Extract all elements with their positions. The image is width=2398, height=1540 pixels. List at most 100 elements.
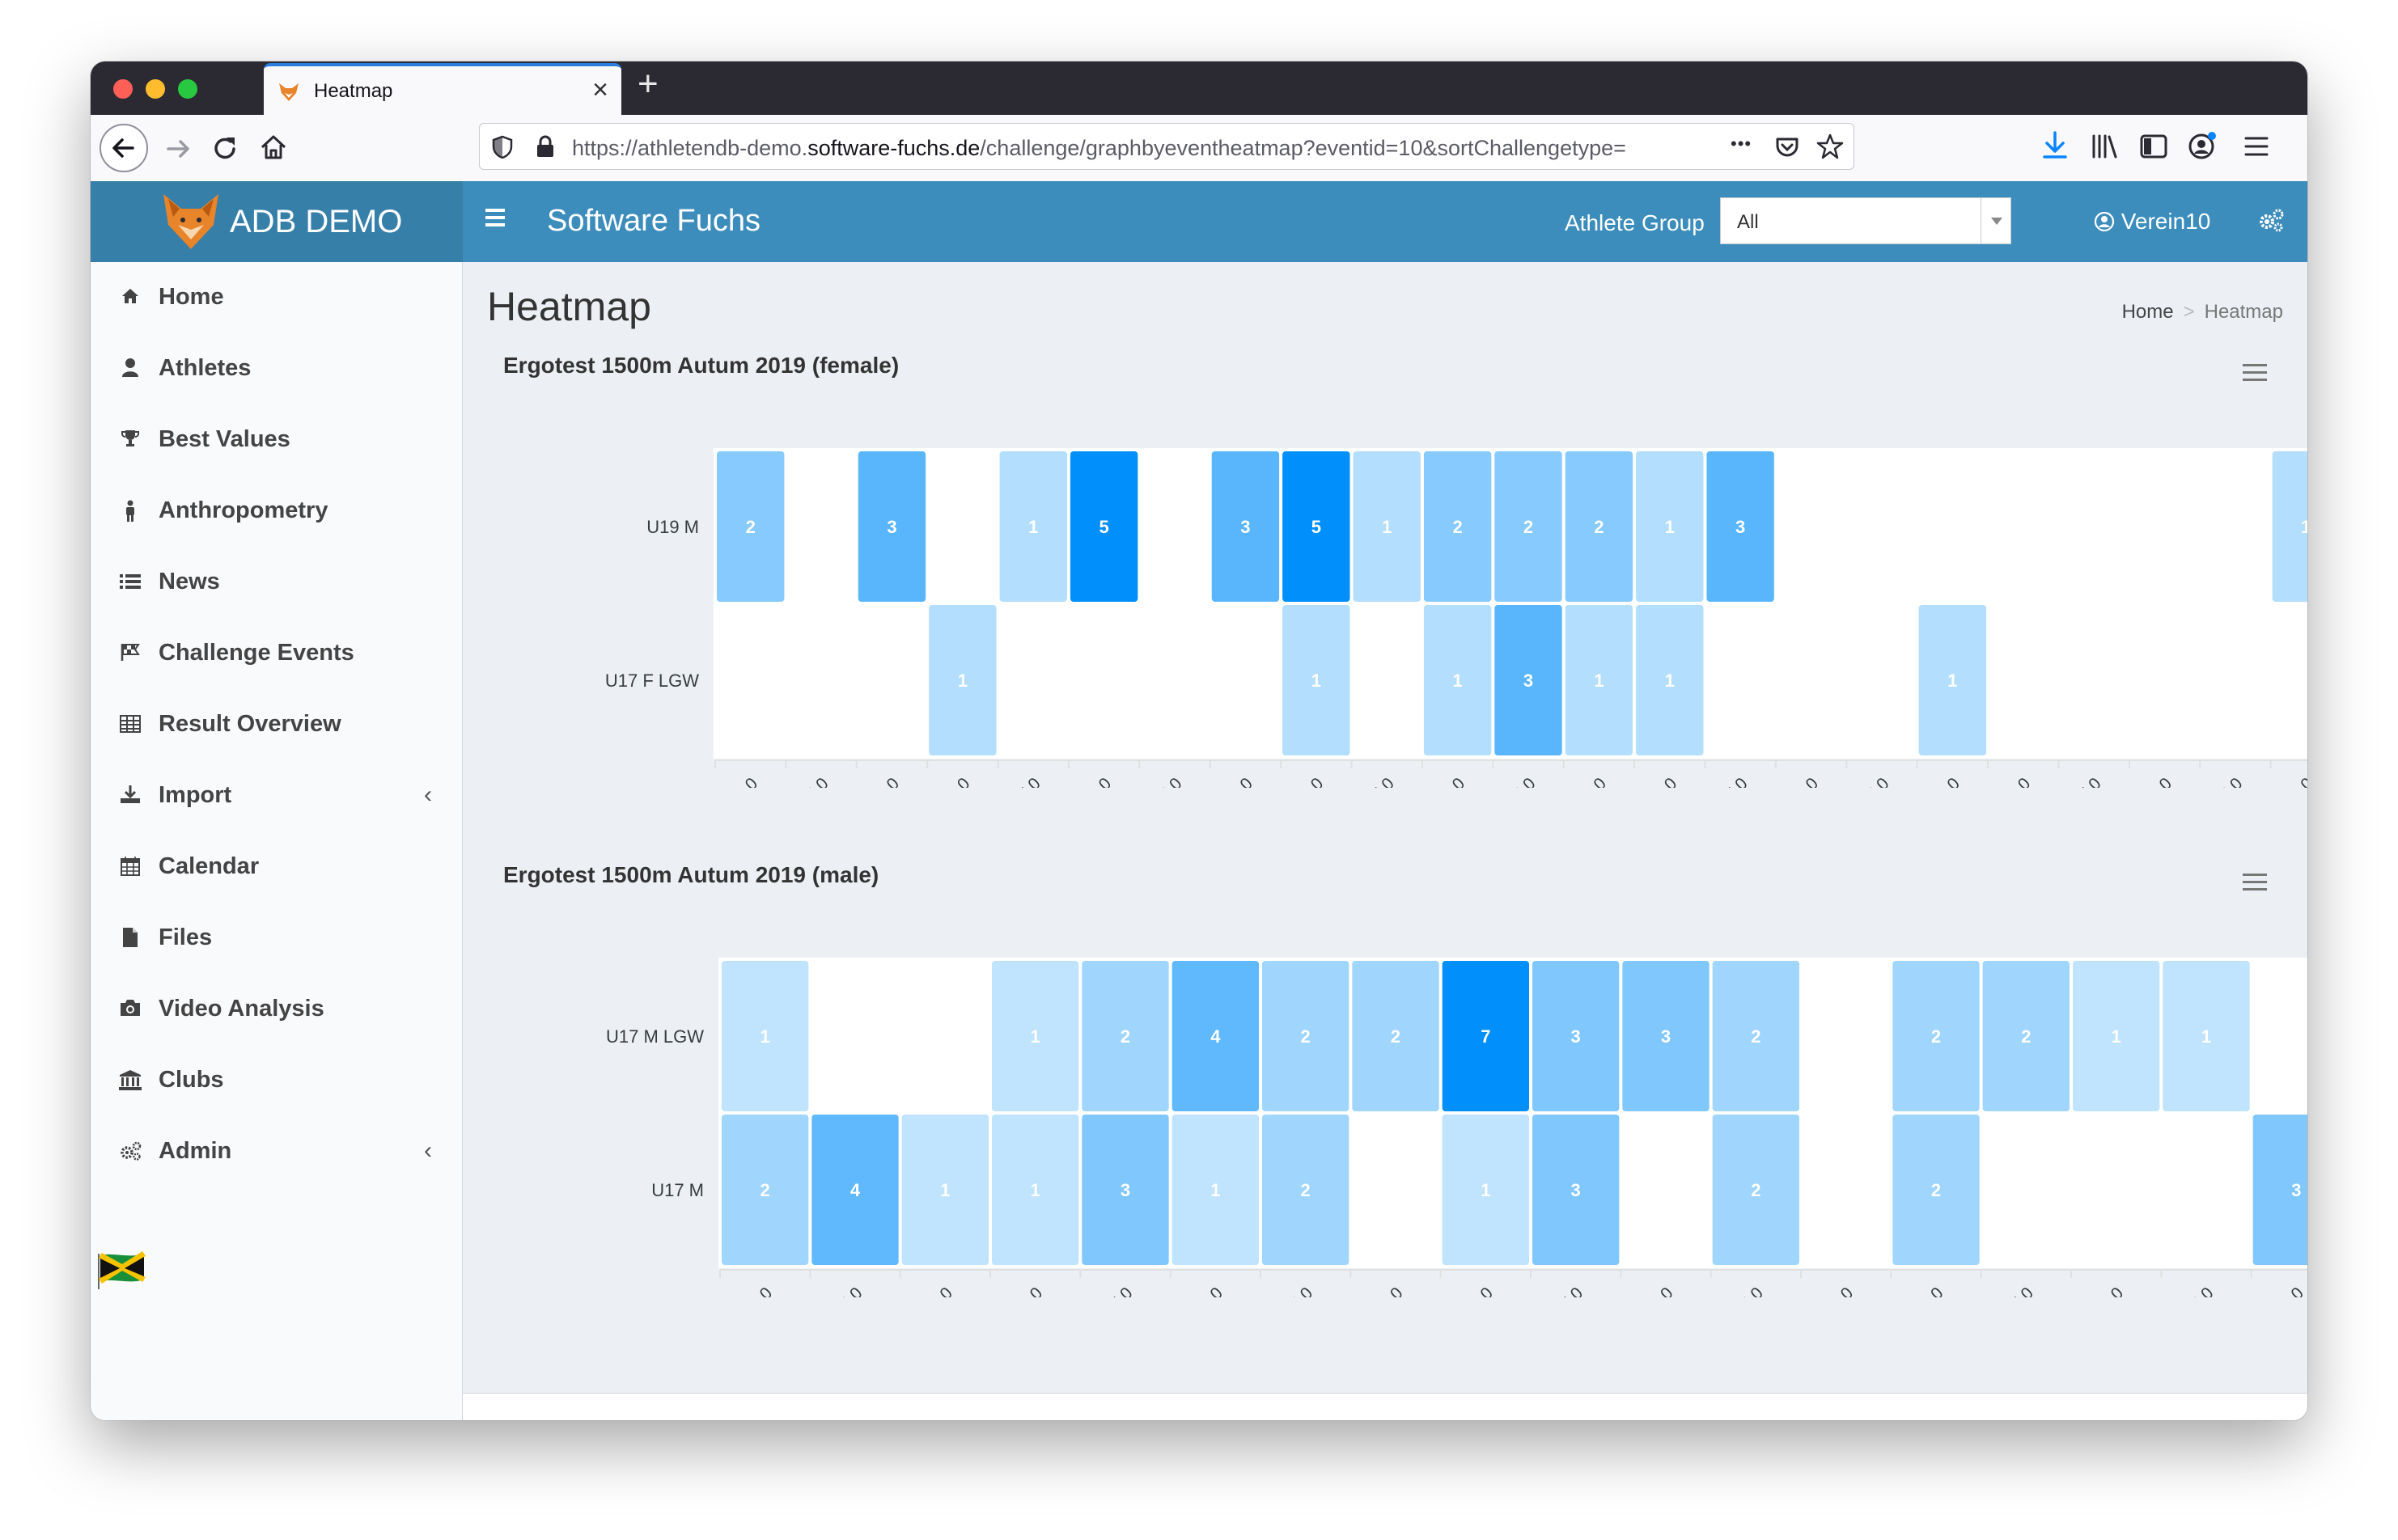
sidebar-toggle-button[interactable] (485, 209, 505, 226)
close-tab-icon[interactable]: × (592, 74, 608, 105)
sidebar-item-best-values[interactable]: Best Values (91, 404, 463, 476)
heatmap-cell[interactable] (1918, 605, 1987, 755)
heatmap-cell[interactable] (1141, 451, 1209, 602)
heatmap-cell[interactable] (1636, 605, 1704, 755)
heatmap-cell[interactable] (1565, 605, 1633, 755)
heatmap-cell[interactable] (2073, 1115, 2160, 1265)
heatmap-cell[interactable] (1494, 451, 1562, 602)
sidebar-item-calendar[interactable]: Calendar (91, 831, 463, 903)
page-actions-icon[interactable]: ••• (1731, 133, 1752, 154)
heatmap-cell[interactable] (1622, 1115, 1710, 1265)
pocket-icon[interactable] (1774, 134, 1800, 160)
heatmap-cell[interactable] (1982, 1115, 2070, 1265)
chevron-down-icon[interactable] (1981, 198, 2010, 243)
heatmap-cell[interactable] (2060, 451, 2128, 602)
sidebar-item-clubs[interactable]: Clubs (91, 1045, 463, 1116)
settings-gears-icon[interactable] (2257, 207, 2285, 233)
heatmap-cell[interactable] (787, 605, 855, 755)
downloads-icon[interactable] (2040, 129, 2070, 162)
heatmap-cell[interactable] (1622, 961, 1710, 1111)
heatmap-cell[interactable] (1070, 451, 1138, 602)
heatmap-cell[interactable] (1141, 605, 1209, 755)
heatmap-cell[interactable] (1262, 961, 1349, 1111)
heatmap-cell[interactable] (1282, 605, 1350, 755)
sidebar-item-news[interactable]: News (91, 547, 463, 618)
heatmap-cell[interactable] (1892, 1115, 1980, 1265)
heatmap-cell[interactable] (1989, 605, 2057, 755)
heatmap-cell[interactable] (722, 1115, 809, 1265)
sidebar-item-athletes[interactable]: Athletes (91, 333, 463, 404)
heatmap-cell[interactable] (2252, 1115, 2307, 1265)
heatmap-cell[interactable] (992, 961, 1079, 1111)
library-icon[interactable] (2091, 133, 2120, 160)
close-window-button[interactable] (113, 79, 133, 99)
heatmap-cell[interactable] (999, 605, 1067, 755)
heatmap-cell[interactable] (1918, 451, 1987, 602)
heatmap-cell[interactable] (1892, 961, 1980, 1111)
url-bar[interactable]: https://athletendb-demo.software-fuchs.d… (479, 123, 1854, 170)
heatmap-cell[interactable] (2130, 605, 2199, 755)
heatmap-cell[interactable] (1712, 1115, 1799, 1265)
heatmap-cell[interactable] (1565, 451, 1633, 602)
sidebar-item-home[interactable]: Home (91, 262, 463, 333)
heatmap-cell[interactable] (1777, 605, 1845, 755)
heatmap-cell[interactable] (1353, 451, 1421, 602)
heatmap-cell[interactable] (1777, 451, 1845, 602)
heatmap-cell[interactable] (1848, 605, 1916, 755)
heatmap-cell[interactable] (1494, 605, 1562, 755)
heatmap-cell[interactable] (858, 605, 926, 755)
sidebar-item-admin[interactable]: Admin ‹ (91, 1116, 463, 1187)
heatmap-cell[interactable] (1070, 605, 1138, 755)
tab-heatmap[interactable]: Heatmap × (264, 63, 621, 116)
heatmap-cell[interactable] (1803, 961, 1890, 1111)
heatmap-cell[interactable] (1282, 451, 1350, 602)
heatmap-cell[interactable] (1352, 961, 1439, 1111)
heatmap-cell[interactable] (1532, 1115, 1620, 1265)
sidebar-item-anthropometry[interactable]: Anthropometry (91, 476, 463, 547)
heatmap-cell[interactable] (1982, 961, 2070, 1111)
athlete-group-select[interactable]: All (1720, 197, 2011, 244)
heatmap-cell[interactable] (992, 1115, 1079, 1265)
minimize-window-button[interactable] (146, 79, 165, 99)
back-button[interactable] (99, 123, 149, 173)
heatmap-cell[interactable] (1848, 451, 1916, 602)
heatmap-cell[interactable] (901, 961, 989, 1111)
lock-icon[interactable] (535, 134, 556, 159)
account-icon[interactable] (2186, 129, 2218, 162)
heatmap-cell[interactable] (717, 605, 785, 755)
chart-menu-male-icon[interactable] (2243, 874, 2267, 895)
heatmap-cell[interactable] (1442, 961, 1529, 1111)
sidebar-toggle-icon[interactable] (2139, 133, 2168, 160)
chevron-left-icon[interactable]: ‹ (424, 1137, 432, 1164)
heatmap-cell[interactable] (2201, 451, 2269, 602)
heatmap-cell[interactable] (1706, 451, 1774, 602)
heatmap-cell[interactable] (811, 1115, 899, 1265)
heatmap-cell[interactable] (1082, 1115, 1169, 1265)
heatmap-cell[interactable] (2272, 451, 2307, 602)
sidebar-item-result-overview[interactable]: Result Overview (91, 689, 463, 760)
tracking-shield-icon[interactable] (491, 135, 514, 159)
sidebar-item-challenge-events[interactable]: Challenge Events (91, 618, 463, 689)
heatmap-cell[interactable] (1352, 1115, 1439, 1265)
heatmap-cell[interactable] (1636, 451, 1704, 602)
heatmap-cell[interactable] (2201, 605, 2269, 755)
heatmap-cell[interactable] (2130, 451, 2199, 602)
heatmap-cell[interactable] (1423, 605, 1492, 755)
heatmap-cell[interactable] (901, 1115, 989, 1265)
jamaica-flag-icon[interactable] (97, 1250, 147, 1291)
app-menu-icon[interactable] (2243, 134, 2270, 159)
sidebar-item-files[interactable]: Files (91, 903, 463, 974)
heatmap-cell[interactable] (858, 451, 926, 602)
heatmap-cell[interactable] (1171, 961, 1259, 1111)
zoom-window-button[interactable] (178, 79, 197, 99)
breadcrumb-home-link[interactable]: Home (2121, 301, 2174, 323)
heatmap-cell[interactable] (1353, 605, 1421, 755)
heatmap-cell[interactable] (929, 451, 997, 602)
heatmap-cell[interactable] (1423, 451, 1492, 602)
heatmap-cell[interactable] (2163, 961, 2250, 1111)
heatmap-cell[interactable] (1211, 605, 1280, 755)
heatmap-cell[interactable] (1211, 451, 1280, 602)
heatmap-cell[interactable] (1803, 1115, 1890, 1265)
forward-icon[interactable] (162, 133, 194, 165)
heatmap-cell[interactable] (999, 451, 1067, 602)
